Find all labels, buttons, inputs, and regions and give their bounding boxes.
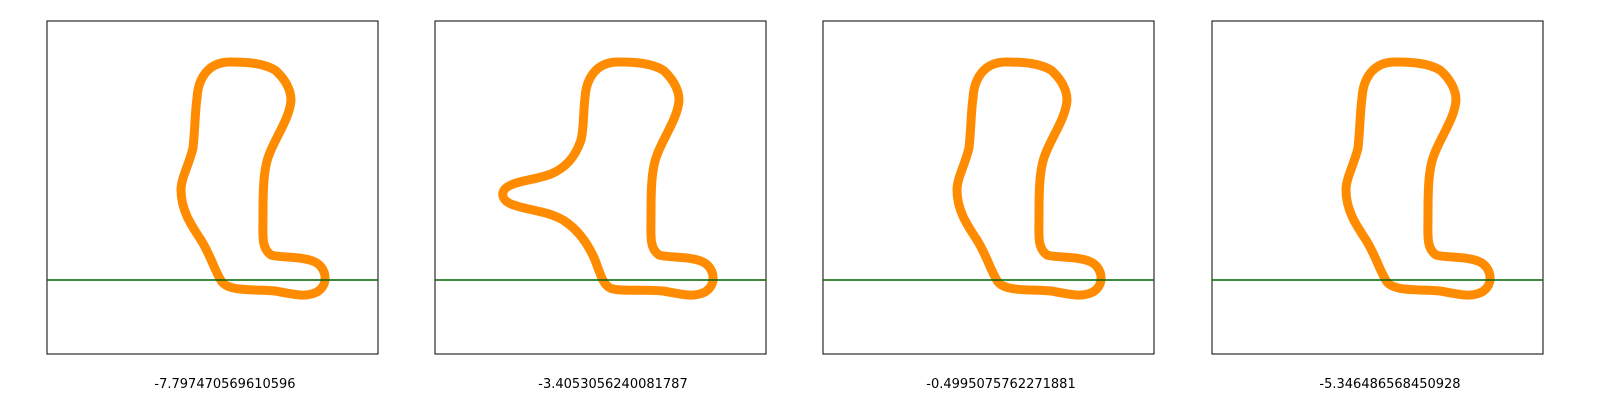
panel-1: -7.797470569610596 — [35, 0, 415, 400]
panel-4: -5.346486568450928 — [1200, 0, 1580, 400]
panel-3-caption: -0.4995075762271881 — [926, 377, 1076, 392]
panel-4-caption: -5.346486568450928 — [1319, 377, 1461, 392]
panel-4-frame — [1211, 20, 1544, 355]
panel-1-plot — [46, 20, 379, 355]
panel-2-caption: -3.4053056240081787 — [538, 377, 688, 392]
panel-2-shape-outline — [498, 57, 718, 300]
panel-2-frame — [434, 20, 767, 355]
panel-1-shape-outline — [176, 57, 330, 300]
panel-1-caption: -7.797470569610596 — [154, 377, 296, 392]
panel-2-plot — [434, 20, 767, 355]
panel-3-plot — [822, 20, 1155, 355]
panel-3: -0.4995075762271881 — [811, 0, 1191, 400]
panel-1-frame — [46, 20, 379, 355]
panel-2: -3.4053056240081787 — [423, 0, 803, 400]
panel-3-frame — [822, 20, 1155, 355]
panel-4-plot — [1211, 20, 1544, 355]
panel-3-shape-outline — [952, 57, 1106, 300]
panel-4-shape-outline — [1341, 57, 1495, 300]
